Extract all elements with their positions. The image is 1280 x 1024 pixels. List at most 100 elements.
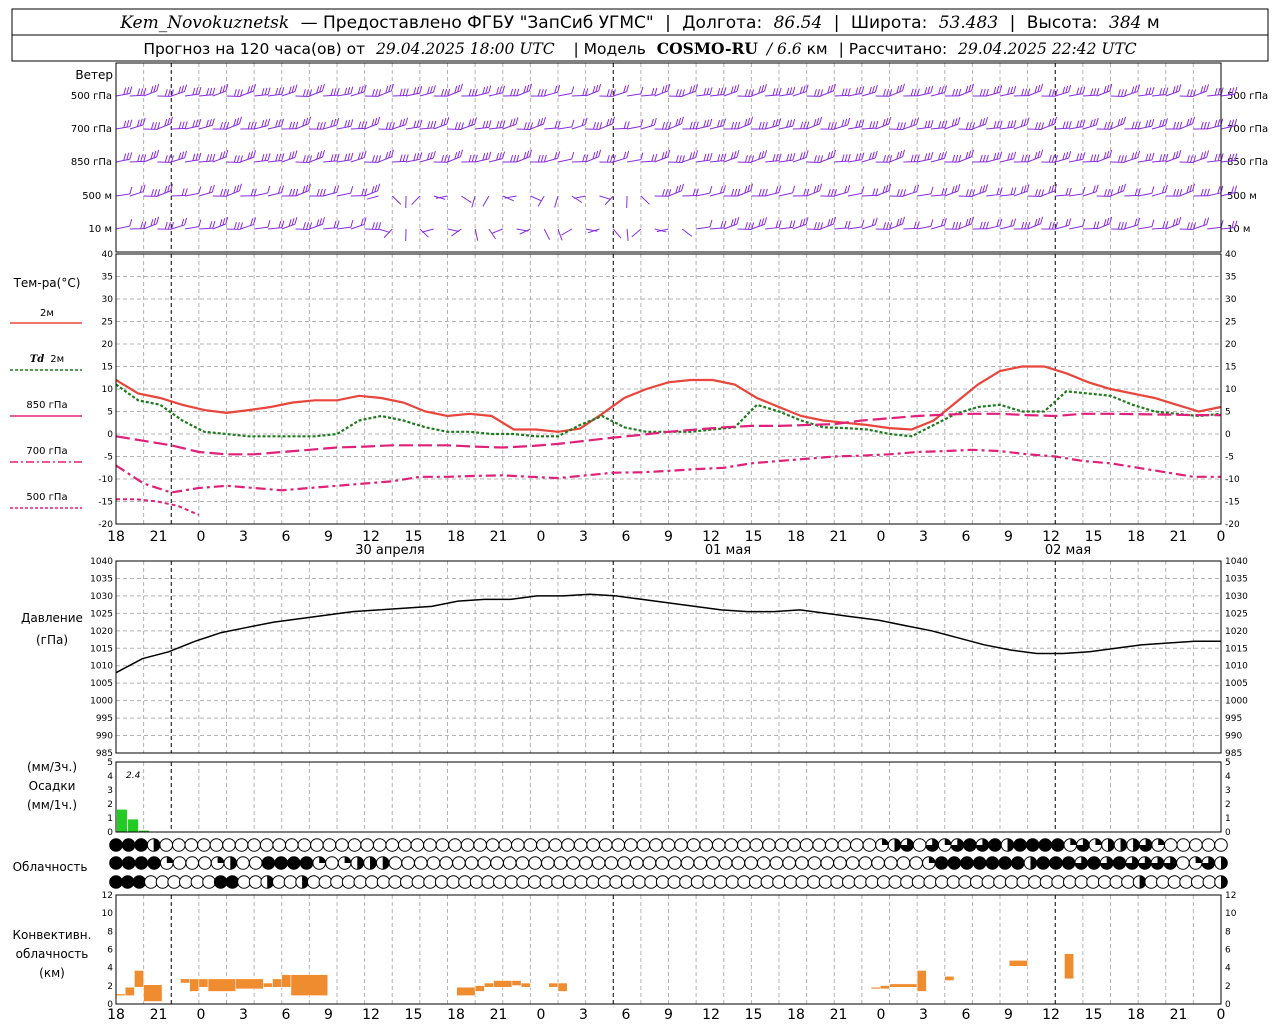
wind-barb-feather	[1159, 88, 1163, 96]
wind-barb-feather	[1024, 88, 1028, 96]
wind-barb-feather	[861, 219, 865, 228]
wind-barb-shaft	[889, 90, 903, 97]
wind-barb-feather	[772, 154, 776, 162]
cloud-symbol	[318, 875, 333, 889]
wind-barb-feather	[885, 117, 889, 126]
wind-barb-feather	[316, 219, 320, 227]
cloud-symbol-quarter	[1095, 838, 1102, 845]
y-tick-label-left: 12	[102, 891, 113, 901]
y-tick-label-right: 2	[1225, 982, 1231, 992]
wind-barb-feather	[1124, 89, 1127, 97]
wind-barb-shaft	[323, 160, 338, 163]
wind-barb-feather	[278, 87, 282, 95]
wind-barb-shaft	[1207, 226, 1222, 230]
wind-barb-feather	[446, 116, 450, 125]
wind-barb-feather	[1068, 218, 1072, 226]
wind-barb-feather	[289, 121, 293, 130]
cloud-symbol	[1028, 875, 1042, 889]
wind-barb-feather	[1021, 88, 1025, 96]
cloud-symbol	[376, 875, 391, 889]
cloud-symbol-three-quarter	[1201, 856, 1215, 870]
wind-barb-feather	[910, 88, 914, 96]
wind-barb-feather	[333, 186, 337, 194]
wind-barb-feather	[993, 121, 997, 129]
wind-barb-feather	[1151, 186, 1155, 194]
wind-barb-feather	[747, 117, 751, 126]
wind-barb-feather	[523, 151, 527, 160]
precipitation-panel: 5 54 43 32 21 10 0 (мм/3ч.) Осадки (мм/1ч.) 2.…	[27, 758, 1231, 838]
y-tick-label-right: 1015	[1225, 644, 1248, 654]
y-tick-label-right: -10	[1225, 475, 1240, 485]
wind-barb-feather	[181, 121, 185, 129]
wind-barb-feather	[1176, 121, 1180, 130]
wind-barb-feather	[1214, 119, 1218, 128]
wind-barb-feather	[1234, 153, 1238, 161]
wind-barb-feather	[523, 85, 527, 94]
cloud-symbol	[748, 875, 763, 889]
cloud-symbol	[604, 856, 619, 870]
cloud-symbol	[649, 838, 663, 852]
convective-bar	[189, 978, 200, 992]
wind-barb-feather	[888, 116, 892, 125]
wind-barb-feather	[737, 121, 741, 130]
wind-barb-feather	[1179, 189, 1183, 197]
wind-barb-shaft	[751, 156, 765, 163]
wind-barb-feather	[275, 120, 279, 128]
wind-barb-feather	[157, 122, 161, 130]
wind-barb-shaft	[488, 228, 496, 240]
wind-barb-feather	[278, 153, 282, 161]
wind-barb-shaft	[847, 226, 862, 230]
cloud-symbol	[134, 838, 148, 852]
legend-t700: 700 гПа	[10, 446, 82, 463]
wind-barb-feather	[543, 89, 547, 97]
wind-barb-feather	[156, 149, 160, 158]
wind-barb-feather	[126, 120, 130, 128]
cloud-symbol	[686, 838, 701, 852]
wind-barb-shaft	[1124, 91, 1138, 97]
wind-barb-feather	[1192, 183, 1196, 191]
wind-barb-feather	[460, 83, 463, 91]
wind-barb-feather	[1189, 117, 1193, 126]
cloud-symbol-quarter	[217, 856, 224, 863]
cloud-symbol	[283, 875, 298, 889]
wind-barb-feather	[236, 89, 240, 97]
wind-barb-feather	[377, 116, 381, 125]
wind-barb-feather	[429, 151, 433, 160]
wind-barb-feather	[302, 185, 306, 194]
wind-barb-shaft	[1207, 94, 1222, 97]
wind-barb-feather	[319, 218, 323, 226]
wind-barb-shaft	[668, 123, 682, 130]
wind-barb-feather	[156, 83, 160, 92]
wind-barb-feather	[720, 119, 724, 127]
wind-barb-feather	[1068, 84, 1072, 93]
wind-barb-shaft	[1082, 191, 1097, 197]
y-tick-label-left: 4	[107, 964, 113, 974]
y-tick-label-right: 3	[1225, 786, 1231, 796]
cloud-symbol	[511, 838, 525, 852]
wind-barb-feather	[982, 221, 986, 229]
cloud-symbol	[909, 856, 923, 870]
wind-barb-feather	[374, 117, 378, 126]
wind-barb-shaft	[1193, 90, 1207, 97]
y-tick-label-left: -20	[98, 520, 113, 530]
wind-barb-feather	[167, 184, 171, 193]
wind-barb-feather	[761, 218, 765, 226]
wind-barb-feather	[1037, 217, 1041, 226]
wind-barb-shaft	[143, 90, 157, 97]
wind-barb-feather	[1010, 152, 1014, 160]
wind-barb-shaft	[834, 124, 848, 130]
wind-barb-shaft	[1220, 125, 1235, 130]
wind-barb-feather	[1175, 85, 1179, 93]
wind-barb-feather	[817, 222, 821, 230]
wind-barb-feather	[184, 121, 188, 129]
wind-barb-feather	[488, 85, 492, 93]
wind-barb-shaft	[267, 227, 282, 230]
cloud-symbol	[297, 838, 312, 852]
cloud-symbol	[642, 856, 657, 870]
wind-barb-feather	[371, 185, 375, 194]
wind-barb-feather	[958, 88, 962, 97]
wind-barb-feather	[1120, 222, 1124, 230]
y-tick-label-left: 5	[107, 408, 113, 418]
